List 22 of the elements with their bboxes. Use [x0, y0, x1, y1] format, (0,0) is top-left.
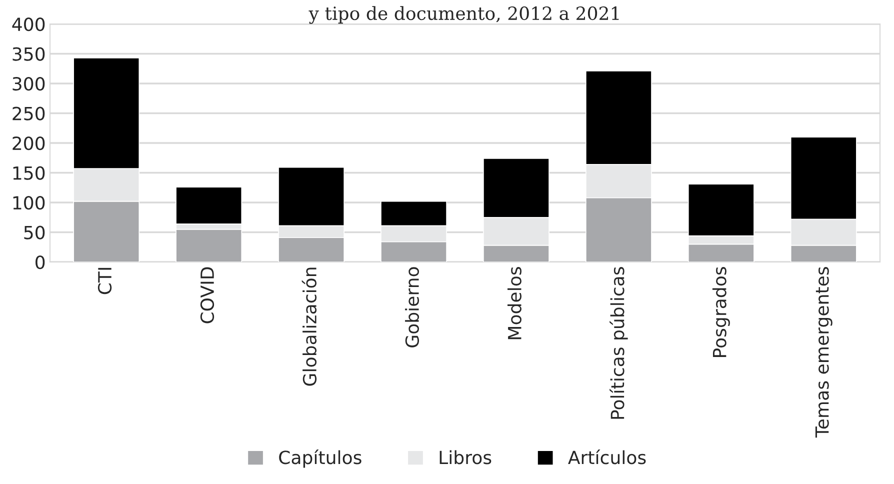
- x-tick-label: Gobierno: [405, 267, 420, 348]
- x-tick-label: COVID: [200, 267, 214, 324]
- bar: [176, 228, 242, 262]
- legend-label: Artículos: [568, 450, 646, 464]
- y-tick-label: 50: [24, 226, 45, 240]
- y-tick-label: 350: [12, 47, 45, 61]
- y-tick-label: 150: [13, 166, 45, 180]
- y-tick-label: 250: [12, 106, 45, 120]
- legend-label: Capítulos: [279, 450, 362, 468]
- x-tick-label: Posgrados: [712, 267, 730, 357]
- x-tick-label: Globalización: [302, 268, 317, 386]
- legend-label: Libros: [440, 450, 492, 464]
- y-tick-label: 0: [36, 255, 45, 270]
- x-tick-label: Políticas públicas: [610, 267, 628, 419]
- x-tick-label: Temas emergentes: [815, 267, 832, 438]
- chart-title: y tipo de documento, 2012 a 2021: [308, 6, 619, 24]
- y-tick-label: 300: [12, 76, 45, 91]
- x-tick-label: Modelos: [507, 267, 522, 340]
- y-tick-label: 400: [12, 17, 45, 32]
- y-tick-label: 200: [12, 136, 45, 150]
- x-tick-label: CTI: [98, 268, 112, 294]
- y-tick-label: 100: [13, 196, 45, 210]
